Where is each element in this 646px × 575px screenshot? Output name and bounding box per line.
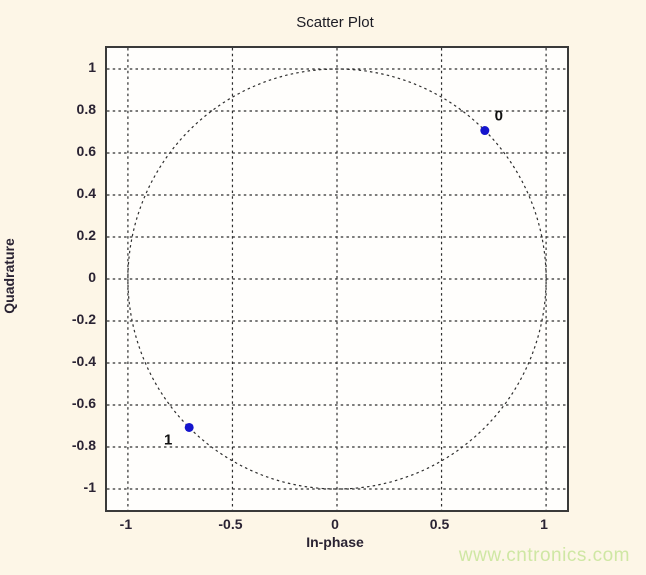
y-tick-label: -0.8 xyxy=(71,437,96,453)
y-tick-label: -0.6 xyxy=(71,395,96,411)
watermark: www.cntronics.com xyxy=(458,545,630,566)
plot-svg: 01 xyxy=(107,48,567,510)
y-tick-label: 0 xyxy=(88,269,96,285)
y-tick-label: -0.2 xyxy=(71,311,96,327)
x-axis-label: In-phase xyxy=(306,534,364,550)
x-tick-label: 0 xyxy=(331,516,339,532)
y-tick-label: 0.6 xyxy=(76,143,96,159)
x-tick-label: -0.5 xyxy=(218,516,243,532)
point-label: 1 xyxy=(164,431,172,448)
y-tick-label: 1 xyxy=(88,59,96,75)
chart-title: Scatter Plot xyxy=(296,14,374,31)
unit-circle xyxy=(127,68,547,490)
x-tick-label: 1 xyxy=(540,516,548,532)
y-tick-label: -0.4 xyxy=(71,353,96,369)
y-tick-label: -1 xyxy=(83,479,96,495)
y-tick-label: 0.8 xyxy=(76,101,96,117)
point-label: 0 xyxy=(495,108,503,125)
scatter-point xyxy=(480,126,490,136)
y-tick-label: 0.4 xyxy=(76,185,96,201)
x-tick-label: -1 xyxy=(119,516,133,532)
x-tick-label: 0.5 xyxy=(429,516,450,532)
y-axis-label: Quadrature xyxy=(1,238,17,314)
scatter-point xyxy=(184,422,194,432)
y-tick-label: 0.2 xyxy=(76,227,96,243)
